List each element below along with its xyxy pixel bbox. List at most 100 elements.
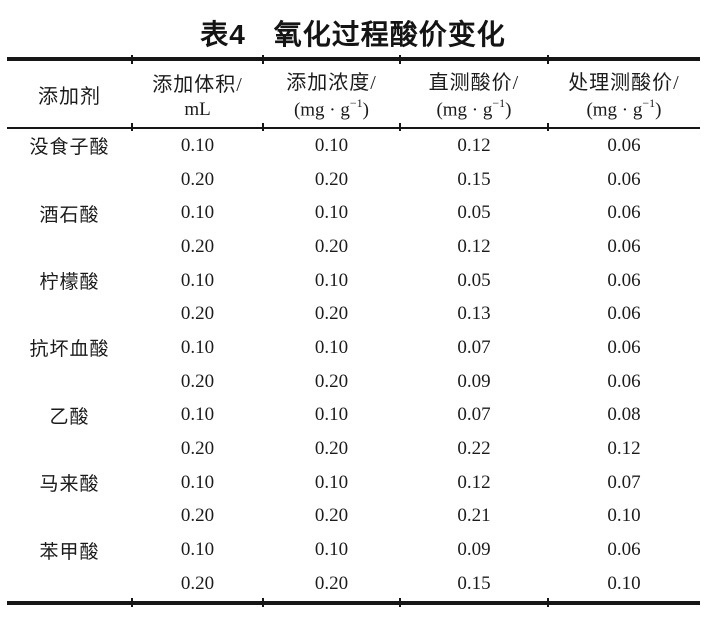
column-header-label: 添加浓度/	[286, 72, 377, 95]
table-row: 0.20 0.20 0.13 0.06	[7, 297, 700, 331]
concentration-cell: 0.20	[314, 505, 349, 527]
additive-cell	[7, 365, 132, 399]
direct-cell: 0.05	[457, 202, 491, 224]
direct-cell: 0.07	[457, 336, 491, 358]
table-row: 0.20 0.20 0.12 0.06	[7, 230, 700, 264]
additive-cell: 苯甲酸	[39, 541, 100, 563]
volume-cell: 0.20	[180, 168, 215, 190]
column-header-direct-acid-value: 直测酸价/ (mg · g−1)	[399, 59, 548, 129]
treated-cell: 0.06	[607, 168, 641, 190]
direct-cell: 0.13	[457, 303, 491, 325]
column-header-unit: (mg · g−1)	[586, 96, 662, 121]
table-row: 苯甲酸 0.10 0.10 0.09 0.06	[7, 533, 700, 567]
table-row: 马来酸 0.10 0.10 0.12 0.07	[7, 466, 700, 500]
additive-cell	[7, 163, 132, 197]
volume-cell: 0.10	[180, 471, 215, 493]
additive-cell: 酒石酸	[39, 204, 100, 226]
concentration-cell: 0.20	[314, 303, 349, 325]
concentration-cell: 0.10	[314, 404, 349, 426]
treated-cell: 0.06	[607, 303, 641, 325]
concentration-cell: 0.10	[314, 202, 349, 224]
treated-cell: 0.12	[607, 438, 641, 460]
treated-cell: 0.06	[607, 539, 641, 561]
additive-cell	[7, 500, 132, 534]
table-row: 0.20 0.20 0.15 0.10	[7, 567, 700, 603]
direct-cell: 0.22	[457, 438, 491, 460]
volume-cell: 0.20	[180, 303, 215, 325]
table-row: 0.20 0.20 0.09 0.06	[7, 365, 700, 399]
column-header-treated-acid-value: 处理测酸价/ (mg · g−1)	[547, 59, 700, 129]
concentration-cell: 0.20	[314, 438, 349, 460]
column-header-unit: (mg · g−1)	[293, 96, 369, 121]
volume-cell: 0.20	[180, 572, 215, 594]
volume-cell: 0.10	[180, 336, 215, 358]
volume-cell: 0.20	[180, 505, 215, 527]
table-row: 抗坏血酸 0.10 0.10 0.07 0.06	[7, 331, 700, 365]
direct-cell: 0.21	[457, 505, 491, 527]
treated-cell: 0.10	[607, 505, 641, 527]
volume-cell: 0.20	[180, 370, 215, 392]
treated-cell: 0.06	[607, 134, 641, 156]
rule-junction-tick	[399, 597, 401, 607]
volume-cell: 0.20	[180, 235, 215, 257]
rule-junction-tick	[261, 123, 264, 131]
direct-cell: 0.05	[457, 269, 491, 291]
rule-junction-tick	[546, 123, 549, 131]
concentration-cell: 0.20	[314, 572, 349, 594]
concentration-cell: 0.10	[314, 539, 349, 561]
additive-cell	[7, 230, 132, 264]
additive-cell: 没食子酸	[29, 137, 110, 159]
additive-cell: 马来酸	[39, 474, 100, 496]
table-wrap: 添加剂 添加体积/ mL 添加浓度/ (mg · g−1) 直测酸价/ (mg …	[7, 55, 700, 607]
treated-cell: 0.08	[607, 404, 641, 426]
direct-cell: 0.07	[457, 404, 491, 426]
rule-junction-tick	[261, 55, 264, 64]
table-row: 0.20 0.20 0.22 0.12	[7, 432, 700, 466]
volume-cell: 0.10	[180, 134, 215, 156]
concentration-cell: 0.20	[314, 168, 349, 190]
table-title: 表4 氧化过程酸价变化	[0, 13, 706, 53]
direct-cell: 0.15	[457, 168, 491, 190]
direct-cell: 0.09	[457, 539, 491, 561]
treated-cell: 0.07	[607, 471, 641, 493]
table-row: 乙酸 0.10 0.10 0.07 0.08	[7, 399, 700, 433]
column-header-label: 添加剂	[38, 85, 102, 108]
column-header-unit: (mg · g−1)	[436, 96, 512, 121]
concentration-cell: 0.10	[314, 269, 349, 291]
table-body: 没食子酸 0.10 0.10 0.12 0.06 0.20 0.20 0.15 0.06 酒石酸 0…	[7, 128, 700, 603]
direct-cell: 0.12	[457, 134, 491, 156]
rule-junction-tick	[131, 597, 134, 607]
additive-cell: 抗坏血酸	[29, 339, 110, 361]
direct-cell: 0.12	[457, 471, 491, 493]
concentration-cell: 0.20	[314, 235, 349, 257]
direct-cell: 0.12	[457, 235, 491, 257]
rule-junction-tick	[131, 55, 134, 64]
additive-cell: 柠檬酸	[39, 272, 100, 294]
concentration-cell: 0.10	[314, 134, 349, 156]
rule-junction-tick	[399, 55, 401, 64]
volume-cell: 0.10	[180, 202, 215, 224]
additive-cell	[7, 297, 132, 331]
table-row: 0.20 0.20 0.15 0.06	[7, 163, 700, 197]
column-header-label: 直测酸价/	[428, 72, 520, 95]
treated-cell: 0.06	[607, 269, 641, 291]
concentration-cell: 0.20	[314, 370, 349, 392]
treated-cell: 0.06	[607, 370, 641, 392]
treated-cell: 0.06	[607, 336, 641, 358]
table-row: 酒石酸 0.10 0.10 0.05 0.06	[7, 196, 700, 230]
table-row: 0.20 0.20 0.21 0.10	[7, 500, 700, 534]
direct-cell: 0.15	[457, 572, 491, 594]
column-header-volume: 添加体积/ mL	[132, 59, 263, 129]
column-header-label: 处理测酸价/	[568, 72, 680, 95]
concentration-cell: 0.10	[314, 336, 349, 358]
column-header-concentration: 添加浓度/ (mg · g−1)	[262, 59, 400, 129]
header-row: 添加剂 添加体积/ mL 添加浓度/ (mg · g−1) 直测酸价/ (mg …	[7, 59, 700, 129]
table-row: 没食子酸 0.10 0.10 0.12 0.06	[7, 128, 700, 163]
data-table: 添加剂 添加体积/ mL 添加浓度/ (mg · g−1) 直测酸价/ (mg …	[7, 57, 700, 605]
volume-cell: 0.10	[180, 269, 215, 291]
table-number: 表4	[200, 19, 246, 50]
rule-junction-tick	[261, 597, 264, 607]
table-title-text: 氧化过程酸价变化	[273, 19, 506, 50]
rule-junction-tick	[399, 123, 401, 131]
